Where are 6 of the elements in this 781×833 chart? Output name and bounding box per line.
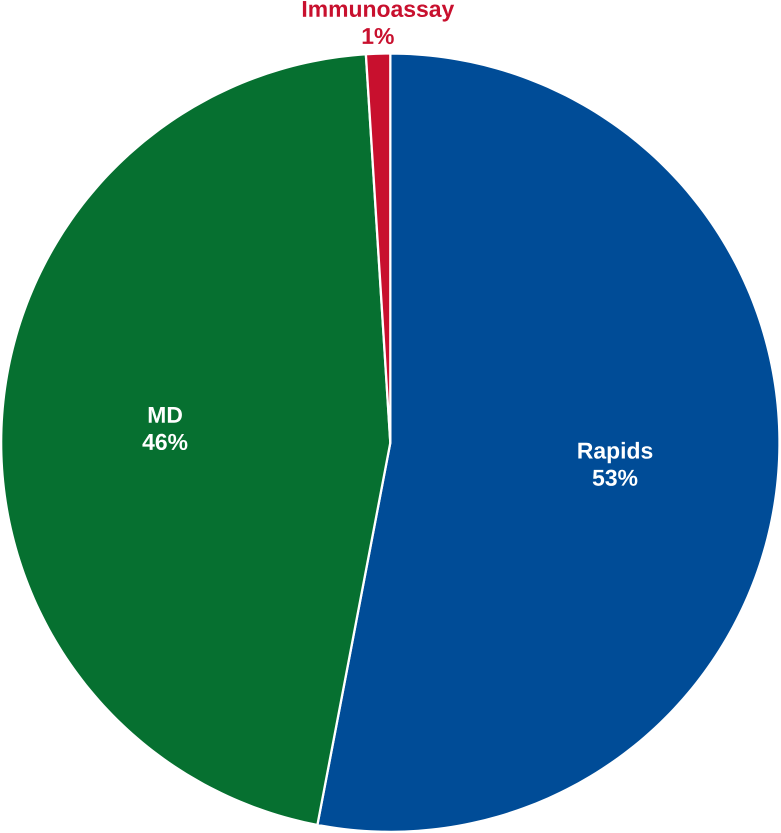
data-label: 46% [142,434,188,450]
slice-label: MD [148,406,182,423]
data-label: 53% [592,470,638,486]
slice-label: Immunoassay [303,1,454,22]
slice-label: Rapids [578,442,653,464]
data-label: 1% [362,28,394,44]
